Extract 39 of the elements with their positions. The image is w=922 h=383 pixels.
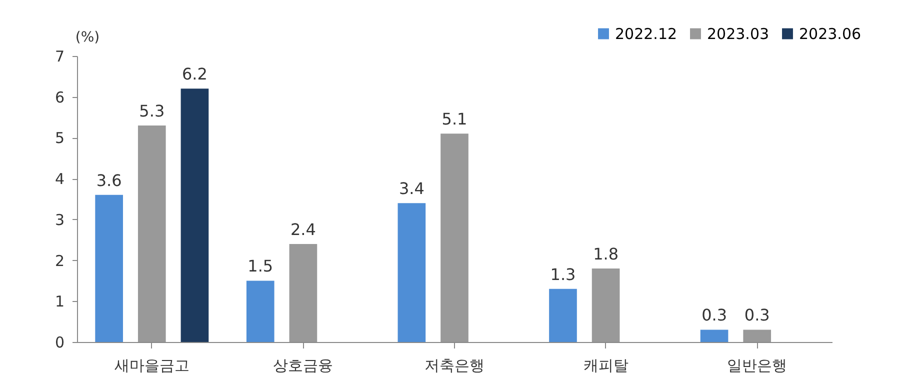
- y-tick-label: 3: [54, 210, 64, 229]
- legend-label: 2023.03: [707, 24, 770, 43]
- bar: [289, 244, 318, 342]
- bar: [592, 268, 620, 342]
- data-label: 3.4: [398, 179, 424, 198]
- y-tick-label: 2: [54, 252, 64, 270]
- bar: [95, 194, 123, 342]
- bar: [743, 330, 772, 342]
- data-label: 1.8: [593, 244, 619, 264]
- bar: [180, 88, 209, 342]
- y-tick-label: 6: [54, 88, 64, 106]
- x-tick-label: 일반은행: [727, 356, 788, 374]
- x-tick-label: 새마을금고: [114, 356, 190, 374]
- y-tick-label: 7: [54, 48, 64, 66]
- y-tick-label: 4: [54, 170, 64, 188]
- bar: [549, 288, 577, 342]
- y-tick-label: 5: [54, 129, 64, 148]
- data-label: 5.1: [442, 110, 468, 129]
- data-label: 6.2: [182, 64, 208, 84]
- data-label: 1.5: [248, 256, 274, 276]
- x-tick-label: 캐피탈: [583, 356, 628, 374]
- data-label: 0.3: [702, 306, 728, 325]
- data-label: 1.3: [550, 264, 576, 284]
- y-tick-label: 1: [54, 292, 64, 311]
- data-label: 2.4: [290, 220, 316, 239]
- bar: [398, 203, 426, 342]
- data-label: 0.3: [744, 306, 770, 325]
- x-tick-label: 상호금융: [273, 356, 334, 374]
- bar: [138, 125, 166, 342]
- y-tick-label: 0: [54, 334, 64, 352]
- legend-label: 2023.06: [799, 24, 862, 43]
- x-tick-label: 저축은행: [424, 356, 484, 374]
- bar: [246, 280, 274, 342]
- bar: [440, 134, 468, 342]
- bar: [700, 330, 728, 342]
- data-label: 5.3: [139, 101, 165, 120]
- y-axis-title: (%): [75, 30, 100, 46]
- data-label: 3.6: [96, 170, 122, 190]
- legend-label: 2022.12: [615, 24, 678, 43]
